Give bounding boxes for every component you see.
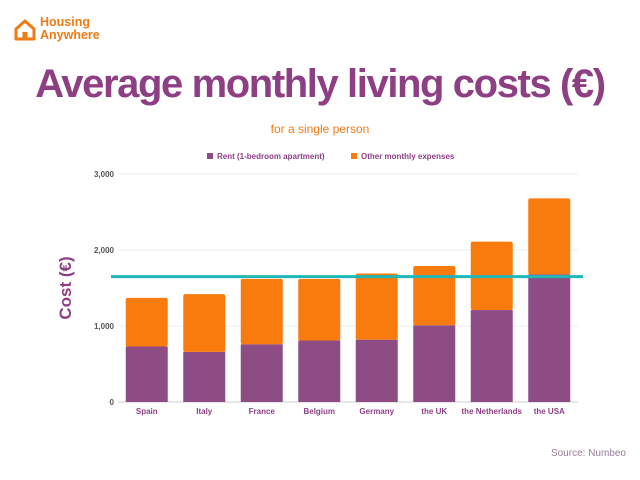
bar-rent — [355, 339, 398, 402]
legend-label-other: Other monthly expenses — [361, 152, 455, 161]
x-tick-label: Italy — [196, 407, 213, 416]
legend-swatch-rent — [207, 153, 213, 159]
y-tick-label: 0 — [110, 398, 115, 407]
page-subtitle: for a single person — [270, 122, 370, 136]
brand-name-line2: Anywhere — [40, 28, 100, 42]
bar-rent — [470, 310, 513, 402]
bar-other — [240, 278, 283, 345]
brand-name: Housing Anywhere — [40, 16, 100, 42]
bar-other — [125, 297, 168, 347]
x-tick-label: France — [249, 407, 276, 416]
bar-rent — [125, 346, 168, 402]
x-tick-label: the USA — [534, 407, 565, 416]
y-tick-label: 1,000 — [94, 322, 115, 331]
bar-other — [183, 294, 226, 352]
source-note: Source: Numbeo — [550, 448, 626, 459]
y-axis-label: Cost (€) — [56, 256, 75, 319]
bar-rent — [413, 325, 456, 402]
bar-rent — [298, 340, 341, 402]
brand-name-line1: Housing — [40, 15, 90, 29]
brand-logo: Housing Anywhere — [14, 16, 100, 42]
x-tick-label: the UK — [421, 407, 447, 416]
bar-other — [528, 198, 571, 275]
x-tick-label: Spain — [136, 407, 158, 416]
y-tick-label: 2,000 — [94, 246, 115, 255]
bar-rent — [240, 344, 283, 402]
bar-rent — [183, 351, 226, 402]
bar-other — [298, 278, 341, 341]
x-tick-label: the Netherlands — [462, 407, 523, 416]
y-tick-label: 3,000 — [94, 170, 115, 179]
house-icon — [14, 19, 36, 41]
bar-other — [413, 265, 456, 326]
legend-label-rent: Rent (1-bedroom apartment) — [217, 152, 325, 161]
bar-rent — [528, 274, 571, 402]
legend-swatch-other — [351, 153, 357, 159]
bar-other — [355, 273, 398, 340]
x-tick-label: Germany — [359, 407, 394, 416]
x-tick-label: Belgium — [303, 407, 335, 416]
page-title: Average monthly living costs (€) — [35, 62, 606, 106]
